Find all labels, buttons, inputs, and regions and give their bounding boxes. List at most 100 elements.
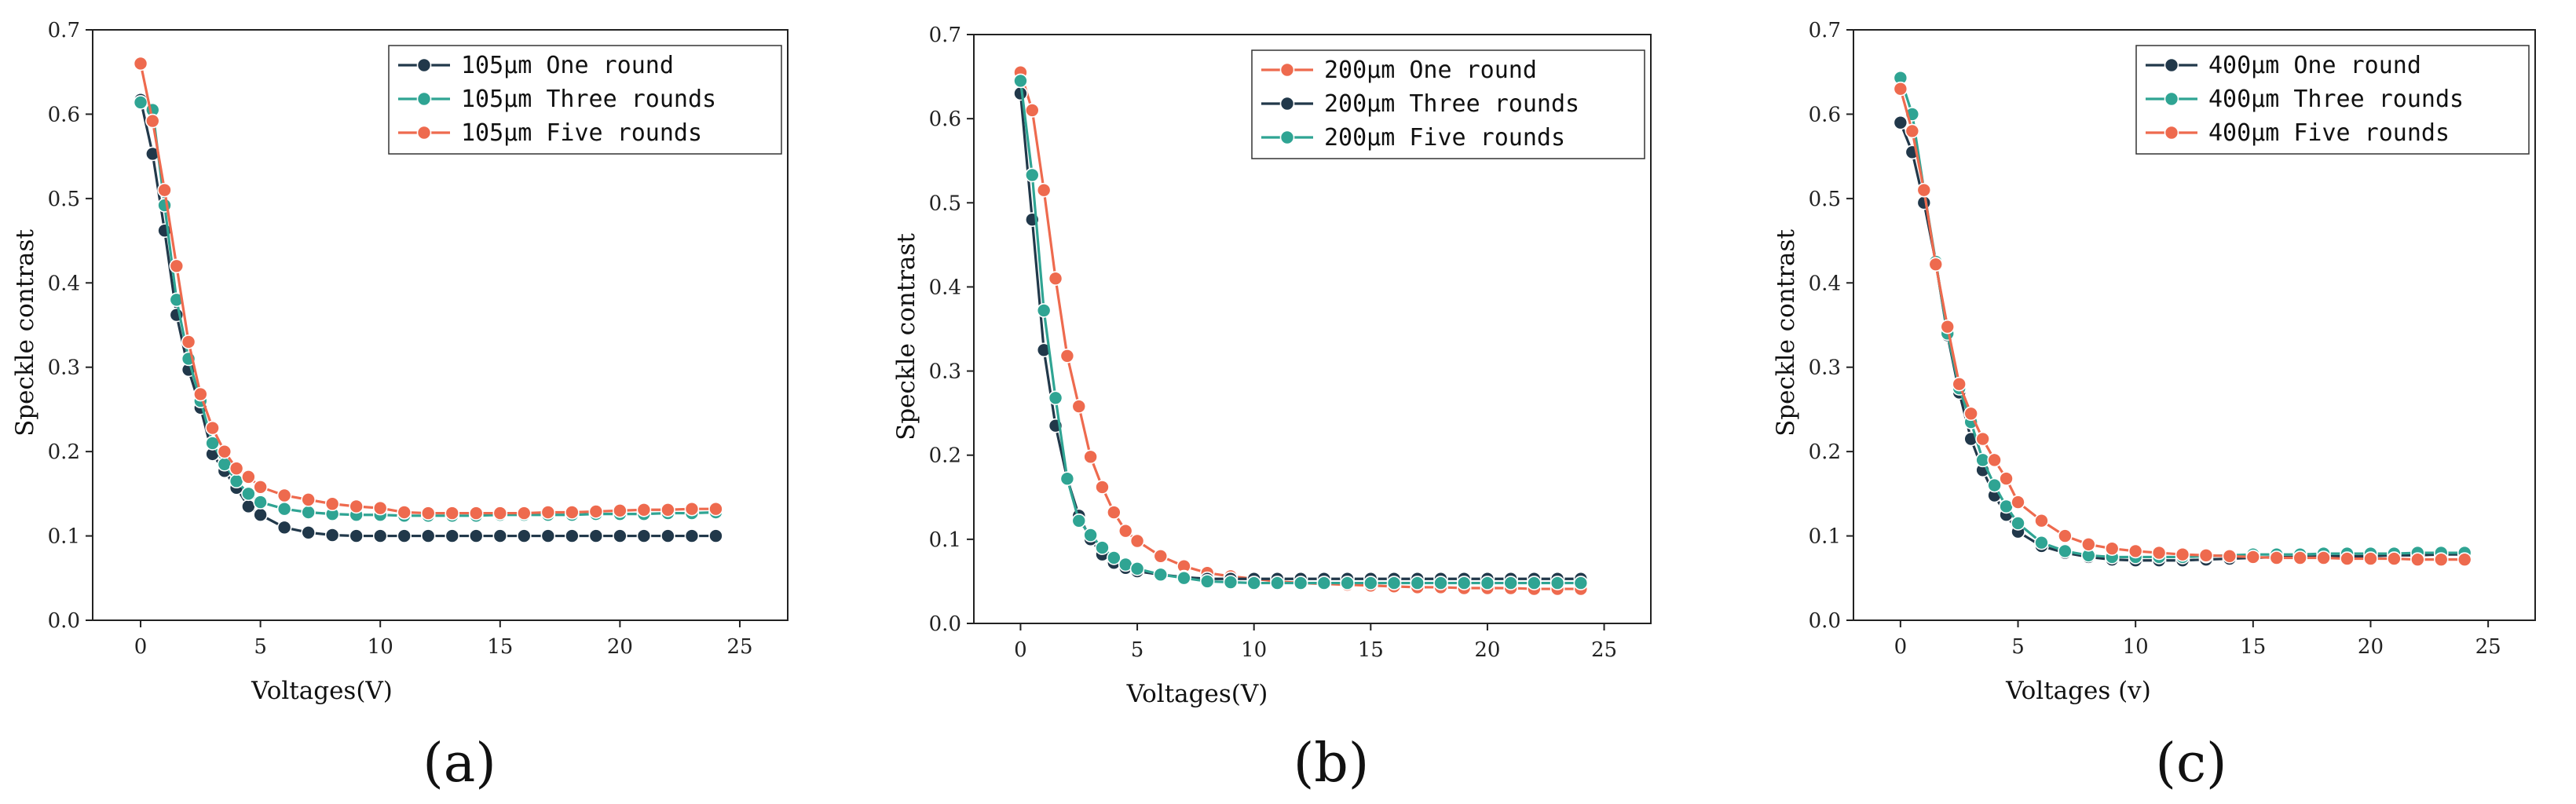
data-point	[1999, 471, 2014, 486]
data-point	[2034, 513, 2049, 528]
data-point	[276, 488, 292, 503]
data-point	[684, 528, 700, 543]
y-tick-label: 0.3	[48, 356, 80, 380]
data-point	[2175, 546, 2190, 562]
data-point	[397, 528, 412, 543]
data-point	[1095, 480, 1110, 495]
data-point	[372, 528, 388, 543]
data-point	[1036, 182, 1052, 198]
x-tick-label: 10	[2123, 635, 2149, 659]
data-point	[1940, 319, 1956, 334]
data-point	[181, 334, 196, 349]
data-point	[301, 492, 316, 507]
x-tick-label: 25	[2475, 635, 2501, 659]
y-axis-title: Speckle contrast	[11, 229, 39, 437]
data-point	[420, 528, 436, 543]
panel-label: (c)	[2155, 733, 2227, 795]
data-point	[636, 502, 652, 517]
chart-panel-3: 0 5 10 15 20 25 0.0 0.1 0.2 0.3 0.4 0.5 0.6 0.7 Voltag…	[1772, 19, 2536, 795]
legend-marker	[416, 125, 432, 141]
data-point	[1975, 431, 1990, 447]
data-point	[2011, 516, 2025, 531]
data-point	[1095, 540, 1110, 555]
data-point	[1963, 406, 1978, 422]
panel-label: (b)	[1293, 733, 1370, 795]
y-tick-label: 0.2	[48, 440, 80, 464]
data-point	[372, 500, 388, 516]
data-point	[636, 528, 652, 543]
data-point	[588, 504, 604, 519]
y-tick-label: 0.5	[1809, 188, 1841, 211]
data-point	[2198, 547, 2214, 563]
plot-frame	[1853, 29, 2536, 621]
data-point	[1433, 576, 1448, 590]
data-point	[1176, 570, 1191, 586]
legend-marker	[1279, 96, 1295, 111]
x-tick-label: 5	[2011, 635, 2025, 659]
legend-entry: 200μm Three rounds	[1324, 90, 1579, 118]
data-point	[1153, 567, 1169, 583]
data-point	[2128, 543, 2143, 559]
y-tick-label: 0.3	[1809, 356, 1841, 380]
data-point	[2316, 550, 2331, 565]
y-tick-label: 0.7	[48, 19, 80, 42]
legend-entry: 400μm One round	[2208, 52, 2421, 79]
legend-marker	[416, 57, 432, 73]
data-point	[1410, 576, 1425, 590]
data-point	[2292, 550, 2307, 565]
data-point	[253, 479, 268, 495]
data-point	[1573, 576, 1589, 590]
series-1	[1893, 115, 2472, 568]
y-tick-label: 0.4	[48, 272, 80, 295]
data-point	[2457, 552, 2472, 567]
data-point	[1059, 471, 1075, 487]
data-point	[169, 258, 185, 274]
x-axis-title: Voltages(V)	[1126, 680, 1268, 708]
data-point	[2340, 551, 2355, 566]
data-point	[133, 95, 148, 110]
data-point	[565, 505, 580, 520]
data-point	[133, 56, 148, 71]
data-point	[349, 499, 364, 514]
data-point	[241, 470, 256, 484]
legend: 105μm One round 105μm Three rounds 105μm F…	[388, 45, 782, 155]
data-point	[169, 292, 185, 308]
data-point	[349, 528, 364, 543]
data-point	[1905, 123, 1920, 139]
data-point	[229, 461, 244, 476]
data-point	[2104, 541, 2120, 556]
data-point	[1129, 533, 1145, 549]
data-point	[1071, 399, 1087, 414]
data-point	[684, 501, 700, 517]
legend-entry: 105μm One round	[461, 52, 674, 79]
data-point	[1952, 376, 1967, 392]
y-tick-label: 0.0	[1809, 609, 1841, 633]
data-point	[241, 499, 256, 514]
legend: 200μm One round 200μm Three rounds 200μm F…	[1251, 49, 1645, 159]
y-tick-label: 0.4	[929, 276, 961, 299]
series-3	[1013, 73, 1589, 590]
legend-entry: 400μm Three rounds	[2208, 86, 2464, 113]
data-point	[397, 505, 412, 520]
data-point	[157, 182, 172, 198]
data-point	[2245, 550, 2261, 565]
data-point	[660, 502, 675, 517]
data-point	[1107, 550, 1122, 565]
x-tick-label: 5	[254, 635, 267, 659]
data-point	[468, 528, 484, 543]
data-point	[229, 473, 244, 489]
data-point	[276, 520, 292, 535]
y-tick-label: 0.7	[1809, 19, 1841, 42]
legend-entry: 400μm Five rounds	[2208, 119, 2450, 147]
data-point	[1153, 548, 1169, 564]
data-point	[1083, 528, 1098, 543]
series-line	[1899, 88, 2465, 561]
data-point	[1987, 477, 2002, 493]
data-point	[1916, 182, 1932, 198]
y-tick-label: 0.5	[48, 188, 80, 211]
data-point	[445, 528, 460, 543]
legend-marker	[1279, 130, 1295, 145]
legend-box	[388, 45, 782, 155]
data-point	[241, 486, 256, 502]
data-point	[660, 528, 675, 543]
